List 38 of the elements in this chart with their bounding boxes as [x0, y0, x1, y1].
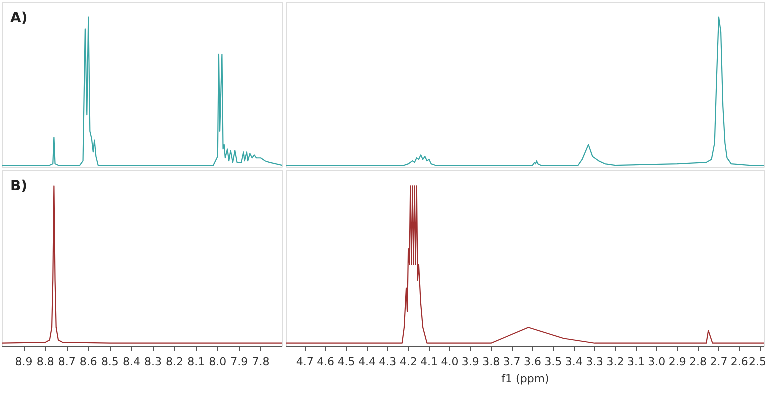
x-tick-label: 2.5	[749, 356, 767, 368]
x-tick-label: 2.6	[730, 356, 748, 368]
x-tick-label: 4.7	[296, 356, 314, 368]
x-tick-label: 8.4	[122, 356, 140, 368]
x-tick-label: 3.6	[524, 356, 542, 368]
x-tick-label: 3.5	[544, 356, 562, 368]
x-tick-label: 8.5	[101, 356, 119, 368]
x-tick-label: 4.4	[358, 356, 376, 368]
x-tick-label: 3.8	[482, 356, 500, 368]
x-tick-label: 2.8	[690, 356, 708, 368]
x-tick-label: 3.9	[462, 356, 480, 368]
x-tick-label: 3.4	[565, 356, 583, 368]
x-tick-label: 3.0	[648, 356, 666, 368]
x-tick-label: 3.2	[606, 356, 624, 368]
x-tick-label: 4.5	[338, 356, 356, 368]
x-tick-label: 2.9	[668, 356, 686, 368]
x-tick-label: 8.2	[166, 356, 184, 368]
x-tick-label: 8.8	[36, 356, 54, 368]
x-tick-label: 8.3	[144, 356, 162, 368]
x-tick-label: 4.2	[400, 356, 418, 368]
x-tick-label: 7.8	[252, 356, 270, 368]
x-tick-label: 7.9	[230, 356, 248, 368]
annotation: A)	[10, 10, 28, 26]
x-tick-label: 3.1	[627, 356, 645, 368]
x-tick-label: 4.6	[317, 356, 335, 368]
annotation: B)	[10, 178, 28, 194]
x-tick-label: 8.0	[209, 356, 227, 368]
x-tick-label: 8.7	[58, 356, 76, 368]
x-tick-label: 8.9	[15, 356, 33, 368]
x-axis-title: f1 (ppm)	[502, 372, 550, 386]
x-tick-label: 4.1	[420, 356, 438, 368]
x-tick-label: 2.7	[710, 356, 728, 368]
x-tick-label: 4.0	[441, 356, 459, 368]
x-tick-label: 3.3	[586, 356, 604, 368]
x-tick-label: 3.7	[503, 356, 521, 368]
x-tick-label: 4.3	[379, 356, 397, 368]
x-tick-label: 8.1	[188, 356, 206, 368]
x-tick-label: 8.6	[80, 356, 98, 368]
